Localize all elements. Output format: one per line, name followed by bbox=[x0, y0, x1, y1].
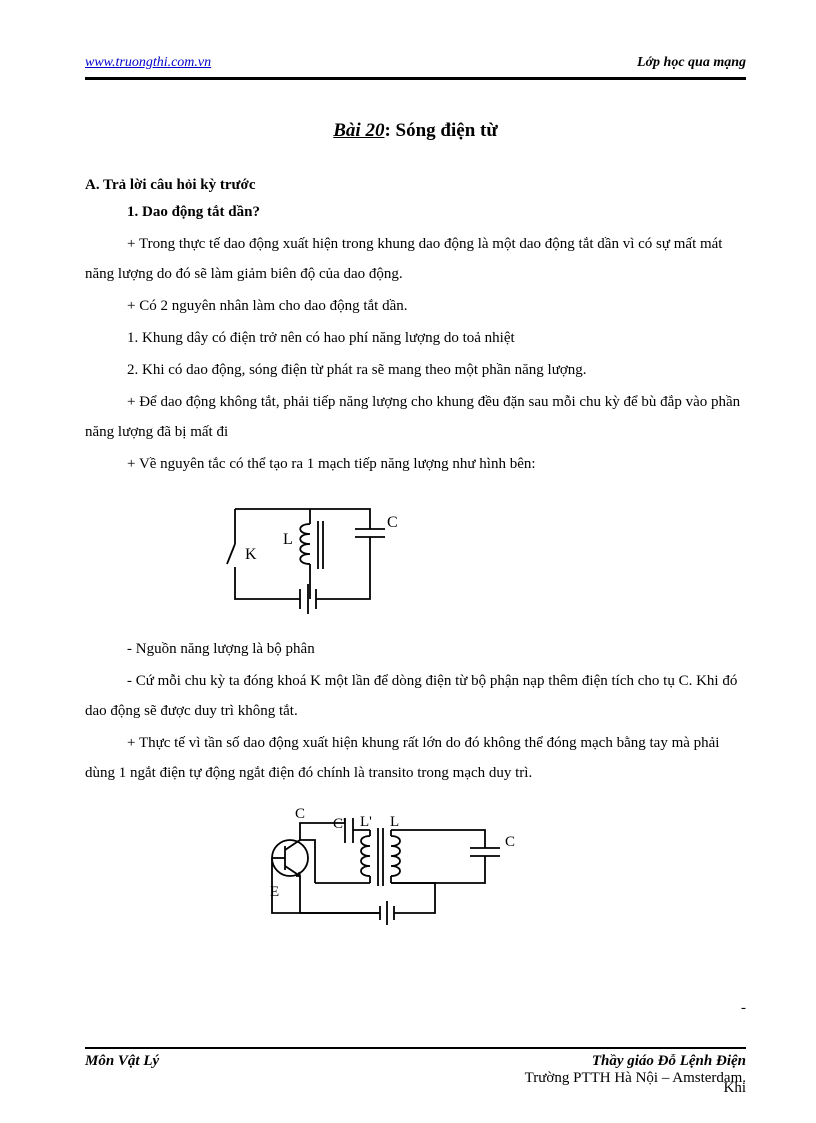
footer-subject: Môn Vật Lý bbox=[85, 1053, 159, 1087]
page-footer: Môn Vật Lý Thầy giáo Đỗ Lệnh Điện Trường… bbox=[85, 1047, 746, 1087]
question-1: 1. Dao động tắt dần? bbox=[127, 204, 746, 221]
section-a-heading: A. Trả lời câu hỏi kỳ trước bbox=[85, 177, 746, 194]
svg-text:C: C bbox=[295, 806, 305, 822]
para-5: + Để dao động không tắt, phải tiếp năng … bbox=[85, 387, 746, 447]
footer-teacher: Thầy giáo Đỗ Lệnh Điện bbox=[525, 1053, 746, 1070]
para-9: + Thực tế vì tần số dao động xuất hiện k… bbox=[85, 728, 746, 788]
svg-text:L: L bbox=[283, 531, 293, 548]
list-item-1: 1. Khung dây có điện trở nên có hao phí … bbox=[127, 323, 746, 353]
list-item-2: 2. Khi có dao động, sóng điện từ phát ra… bbox=[127, 355, 746, 385]
header-right: Lớp học qua mạng bbox=[637, 55, 746, 71]
trailing-dash: - bbox=[85, 993, 746, 1023]
para-2: + Có 2 nguyên nhân làm cho dao động tắt … bbox=[85, 291, 746, 321]
svg-text:K: K bbox=[245, 546, 257, 563]
para-6: + Về nguyên tắc có thể tạo ra 1 mạch tiế… bbox=[85, 449, 746, 479]
page-title: Bài 20: Sóng điện từ bbox=[85, 120, 746, 142]
svg-text:C': C' bbox=[333, 816, 346, 832]
svg-text:E: E bbox=[270, 884, 279, 900]
svg-text:L': L' bbox=[360, 814, 372, 830]
circuit-diagram-2: C E C' L' L C bbox=[255, 798, 746, 943]
para-7: - Nguồn năng lượng là bộ phân bbox=[85, 634, 746, 664]
title-prefix: Bài 20 bbox=[333, 120, 384, 141]
para-8: - Cứ mỗi chu kỳ ta đóng khoá K một lần đ… bbox=[85, 666, 746, 726]
svg-text:L: L bbox=[390, 814, 399, 830]
footer-rule bbox=[85, 1047, 746, 1049]
circuit-diagram-1: K L C bbox=[205, 489, 746, 624]
svg-text:C: C bbox=[505, 834, 515, 850]
title-sep: : bbox=[384, 120, 395, 141]
footer-school: Trường PTTH Hà Nội – Amsterdam. bbox=[525, 1070, 746, 1087]
title-main: Sóng điện từ bbox=[396, 120, 498, 141]
svg-text:C: C bbox=[387, 514, 398, 531]
header-link[interactable]: www.truongthi.com.vn bbox=[85, 55, 211, 71]
para-1: + Trong thực tế dao động xuất hiện trong… bbox=[85, 229, 746, 289]
header-rule bbox=[85, 77, 746, 80]
